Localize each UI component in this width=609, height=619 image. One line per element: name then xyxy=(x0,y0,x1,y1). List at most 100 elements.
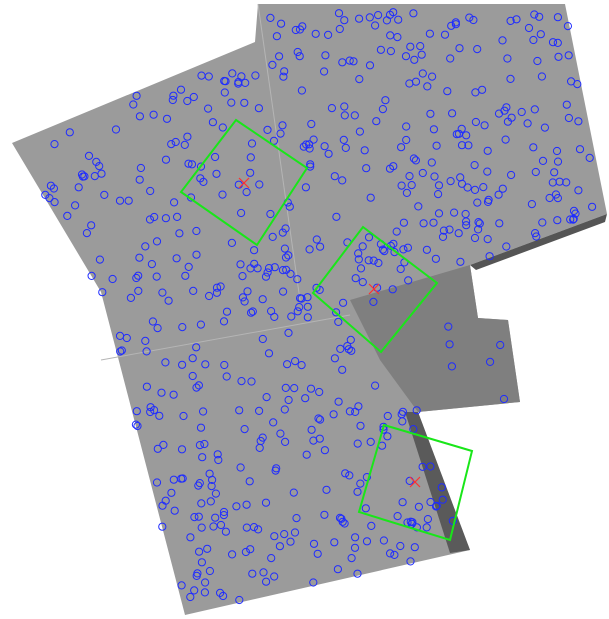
source-circle xyxy=(462,131,471,140)
source-circle xyxy=(356,421,365,430)
source-circle xyxy=(200,439,209,449)
source-circle xyxy=(276,429,285,438)
source-circle xyxy=(65,128,74,137)
source-circle xyxy=(309,578,318,587)
source-circle xyxy=(262,393,271,402)
source-circle xyxy=(180,140,189,149)
source-circle xyxy=(216,282,225,291)
source-circle xyxy=(362,473,371,482)
source-circle xyxy=(339,298,348,307)
source-circle xyxy=(263,125,272,134)
source-circle xyxy=(122,333,131,343)
source-circle xyxy=(329,410,338,419)
source-circle xyxy=(167,140,176,149)
source-circle xyxy=(146,407,155,417)
source-circle xyxy=(186,533,195,542)
source-circle xyxy=(204,104,213,113)
source-circle xyxy=(499,394,509,404)
source-circle xyxy=(371,21,380,30)
source-circle xyxy=(220,88,229,97)
source-circle xyxy=(473,45,482,54)
source-circle xyxy=(192,226,201,236)
source-circle xyxy=(242,523,251,532)
source-circle xyxy=(403,243,412,252)
source-circle xyxy=(134,286,143,295)
source-circle xyxy=(278,228,287,237)
source-circle xyxy=(194,512,203,521)
source-circle xyxy=(567,77,576,86)
source-circle xyxy=(575,145,585,154)
source-circle xyxy=(290,384,299,393)
source-circle xyxy=(219,507,229,517)
field-noisy-chip xyxy=(350,265,520,412)
source-circle xyxy=(397,143,406,152)
source-circle xyxy=(365,13,374,22)
source-circle xyxy=(550,168,559,177)
source-circle xyxy=(184,159,193,168)
source-circle xyxy=(475,219,484,228)
source-circle xyxy=(272,464,281,473)
source-circle xyxy=(313,549,322,558)
source-circle xyxy=(126,293,135,302)
source-circle xyxy=(531,167,540,177)
source-circle xyxy=(334,317,343,326)
source-circle xyxy=(524,23,534,33)
source-circle xyxy=(250,246,259,255)
source-circle xyxy=(564,113,574,123)
source-circle xyxy=(227,98,236,107)
source-circle xyxy=(450,208,459,217)
source-circle xyxy=(429,125,438,134)
source-circle xyxy=(212,288,221,297)
source-circle xyxy=(338,517,347,526)
source-circle xyxy=(295,52,304,61)
source-circle xyxy=(240,98,249,107)
source-circle xyxy=(355,14,364,23)
source-circle xyxy=(461,209,470,219)
source-circle xyxy=(307,425,316,434)
source-circle xyxy=(350,111,359,120)
source-circle xyxy=(162,114,172,123)
source-circle xyxy=(84,151,94,160)
source-circle xyxy=(100,190,109,199)
source-circle xyxy=(554,52,563,61)
source-circle xyxy=(401,52,411,61)
source-circle xyxy=(292,514,301,523)
source-circle xyxy=(506,16,515,25)
source-circle xyxy=(409,9,418,18)
source-circle xyxy=(153,324,162,333)
source-circle xyxy=(196,423,206,432)
source-circle xyxy=(74,183,83,192)
source-circle xyxy=(293,307,302,316)
source-circle xyxy=(502,242,511,251)
source-circle xyxy=(502,103,511,112)
source-circle xyxy=(187,160,197,169)
source-circle xyxy=(338,365,347,374)
source-circle xyxy=(186,592,195,602)
source-circle xyxy=(537,72,547,81)
source-circle xyxy=(320,67,329,76)
source-circle xyxy=(473,198,482,207)
source-circle xyxy=(405,79,414,88)
source-circle xyxy=(422,245,431,254)
source-circle xyxy=(309,539,319,548)
source-circle xyxy=(345,471,354,480)
source-circle xyxy=(418,462,427,471)
source-circle xyxy=(248,569,257,578)
source-circle xyxy=(261,272,271,281)
source-circle xyxy=(335,24,344,34)
source-circle xyxy=(263,268,272,277)
source-circle xyxy=(386,31,395,40)
field-edge-top xyxy=(470,214,607,270)
source-circle xyxy=(298,22,307,31)
source-circle xyxy=(379,536,388,545)
source-circle xyxy=(588,202,597,211)
source-circle xyxy=(437,483,446,492)
source-circle xyxy=(155,411,164,420)
source-circle xyxy=(360,146,369,155)
source-circle xyxy=(447,21,456,30)
source-circle xyxy=(448,516,457,526)
source-circle xyxy=(406,557,415,566)
source-circle xyxy=(419,219,428,228)
source-circle xyxy=(371,381,380,390)
